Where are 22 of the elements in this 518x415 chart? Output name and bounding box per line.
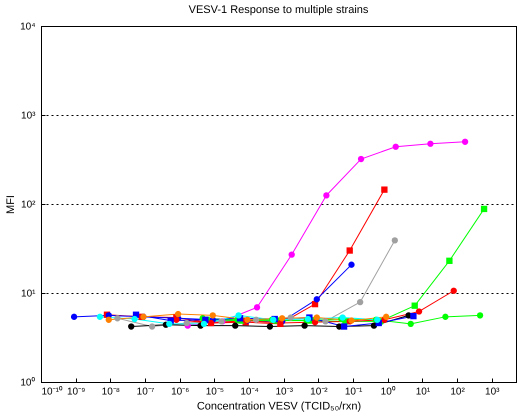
x-tick-label: 10⁻¹ [344, 386, 363, 398]
x-tick-label: 10⁻⁴ [240, 386, 259, 398]
x-tick-label: 10⁰ [380, 386, 396, 398]
y-tick-label: 10⁰ [20, 376, 36, 388]
y-tick-label: 10² [21, 200, 36, 210]
x-tick-label: 10⁻¹⁰ [42, 386, 63, 398]
x-tick-label: 10⁻⁹ [66, 386, 86, 398]
y-tick-label: 10³ [21, 110, 36, 122]
x-tick-label: 10¹ [416, 386, 431, 398]
x-tick-label: 10² [450, 386, 466, 398]
y-tick-label: 10⁴ [20, 22, 36, 32]
x-tick-label: 10⁻² [310, 386, 328, 398]
x-tick-label: 10⁻⁷ [136, 386, 155, 398]
x-tick-label: 10⁻³ [275, 386, 294, 398]
y-tick-label: 10¹ [21, 288, 36, 300]
y-axis-title: MFI [5, 195, 18, 214]
x-tick-label: 10⁻⁶ [171, 386, 190, 398]
x-tick-label: 10⁻⁵ [206, 386, 224, 398]
chart-title: VESV-1 Response to multiple strains [188, 4, 369, 16]
x-tick-label: 10⁻⁸ [102, 386, 120, 398]
x-tick-label: 10³ [485, 386, 500, 398]
x-axis-title: Concentration VESV (TCID₅₀/rxn) [196, 400, 362, 412]
